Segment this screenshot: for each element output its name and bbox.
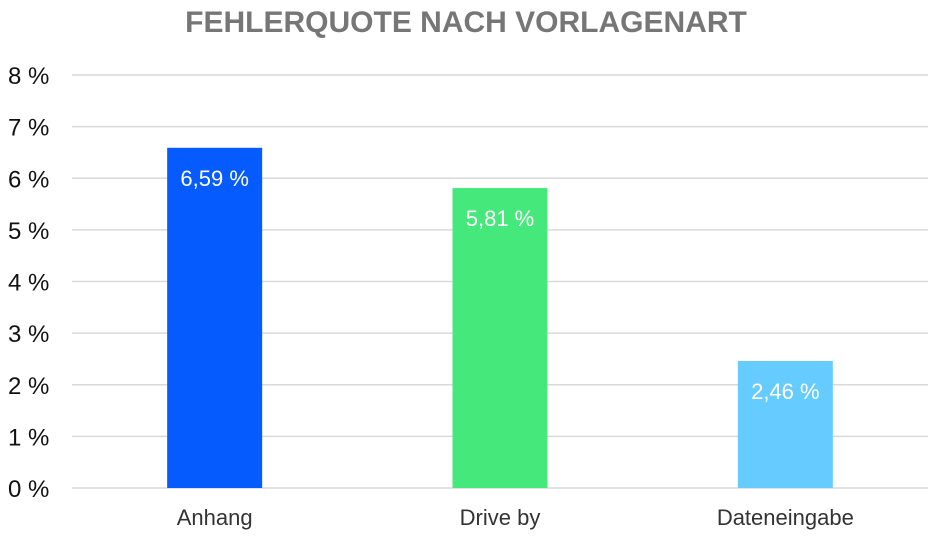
y-tick-label: 4 % bbox=[8, 270, 49, 297]
y-tick-label: 8 % bbox=[8, 63, 49, 90]
y-tick-label: 6 % bbox=[8, 166, 49, 193]
x-tick-label: Anhang bbox=[177, 505, 253, 530]
bar bbox=[737, 361, 833, 488]
bar bbox=[167, 147, 263, 488]
data-label: 5,81 % bbox=[466, 206, 535, 231]
y-tick-label: 2 % bbox=[8, 373, 49, 400]
x-tick-label: Dateneingabe bbox=[717, 505, 854, 530]
data-label: 2,46 % bbox=[751, 379, 820, 404]
x-tick-label: Drive by bbox=[460, 505, 541, 530]
y-tick-label: 5 % bbox=[8, 218, 49, 245]
bar bbox=[452, 188, 548, 488]
y-tick-label: 1 % bbox=[8, 424, 49, 451]
y-tick-label: 0 % bbox=[8, 476, 49, 503]
y-tick-label: 7 % bbox=[8, 115, 49, 142]
y-tick-label: 3 % bbox=[8, 321, 49, 348]
data-label: 6,59 % bbox=[180, 166, 249, 191]
chart-title: FEHLERQUOTE NACH VORLAGENART bbox=[185, 6, 747, 39]
